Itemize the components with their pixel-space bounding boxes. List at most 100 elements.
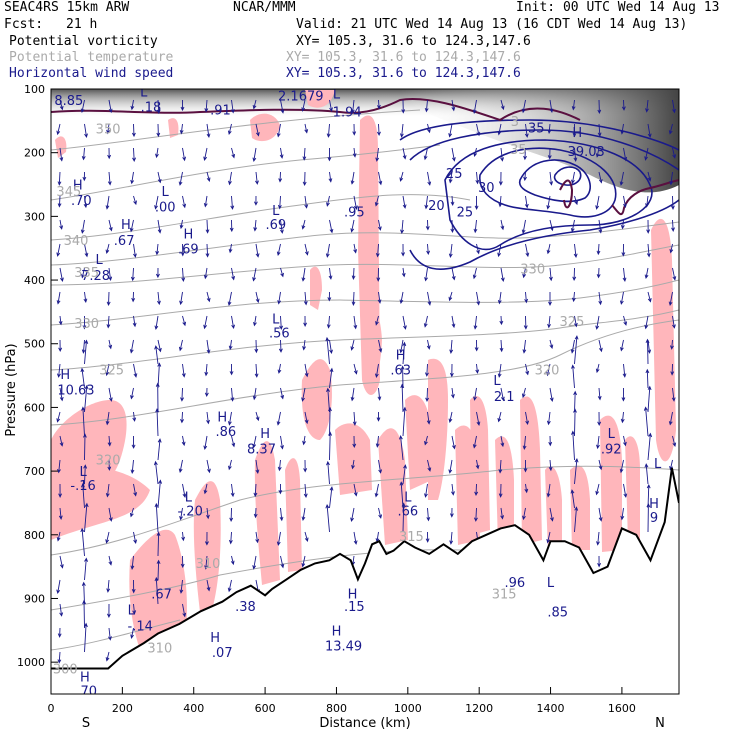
wind-vector [524, 195, 529, 209]
wind-vector [131, 435, 136, 449]
wind-vector [352, 411, 357, 426]
wind-vector [304, 531, 309, 542]
wind-vector [671, 195, 675, 210]
south-label: S [82, 716, 90, 731]
axes: 0 200 400 600 800 1000 1200 1400 1600 100 200 300 40… [17, 83, 636, 715]
extremum-label: L [185, 491, 193, 506]
extremum-label: 9 [650, 511, 658, 526]
pv-shading-regions [51, 90, 676, 650]
wind-vector [129, 507, 134, 518]
wind-vector [424, 195, 429, 210]
wind-vector [206, 339, 211, 355]
wind-vector [448, 411, 453, 424]
wind-vector [304, 243, 309, 256]
extremum-label: L [654, 457, 662, 472]
wind-vector [448, 243, 453, 259]
wind-vector [672, 99, 676, 114]
wind-vector [647, 171, 652, 182]
extremum-label: .67 [114, 234, 135, 249]
wind-vector [253, 483, 258, 498]
wind-vector [427, 459, 432, 472]
wind-vector [203, 195, 208, 208]
north-label: N [655, 716, 665, 731]
wind-vector [645, 195, 649, 208]
wind-vector [353, 363, 358, 375]
wind-vector [374, 483, 379, 498]
wind-vector [326, 123, 331, 138]
wind-vector [205, 243, 210, 258]
wind-vector [621, 243, 626, 257]
extremum-label: 39.03 [568, 145, 605, 160]
wind-vector [451, 99, 456, 112]
wind-vector [375, 531, 380, 543]
extremum-label: 7.28 [81, 269, 110, 284]
wind-vector [596, 243, 601, 256]
wind-vector [83, 291, 88, 304]
wind-vector [84, 622, 88, 653]
wind-vector [83, 433, 87, 461]
wind-vector [646, 243, 651, 258]
wind-vector [549, 99, 554, 114]
wind-vector [130, 171, 135, 185]
wind-vector [450, 195, 455, 207]
wind-vector [328, 267, 333, 280]
wind-vector [451, 147, 456, 162]
wind-vector [596, 267, 601, 279]
extremum-label: 3 [511, 115, 519, 130]
wind-vector [179, 579, 184, 594]
extremum-label: 345 [56, 185, 81, 200]
wind-vector [619, 171, 624, 186]
wind-vector [57, 627, 62, 638]
wind-vector [476, 243, 480, 255]
wind-vector [205, 219, 210, 234]
wind-vector [547, 123, 552, 135]
wind-vector [571, 291, 576, 303]
extremum-label: .56 [269, 326, 290, 341]
wind-vector [302, 339, 306, 351]
wind-vector [402, 464, 407, 485]
wind-vector [668, 291, 673, 307]
wind-vector [669, 459, 673, 471]
wind-vector [400, 365, 405, 389]
wind-vector [255, 171, 259, 185]
wind-vector [303, 459, 308, 473]
wind-vector [402, 406, 407, 437]
wind-vector [573, 315, 578, 328]
wind-vector [230, 99, 235, 114]
wind-vector [644, 267, 649, 280]
x-tick-label-600: 600 [255, 702, 276, 715]
wind-vector [178, 459, 183, 474]
wind-vector [595, 195, 600, 210]
wind-vector [546, 195, 551, 210]
wind-vector [203, 483, 208, 495]
wind-vector [252, 267, 257, 282]
wind-vector [304, 411, 309, 425]
wind-vector [597, 555, 602, 568]
wind-vector [326, 460, 330, 485]
extremum-label: H [260, 427, 270, 442]
wind-vector [157, 479, 163, 509]
wind-vector [329, 99, 333, 112]
x-tick-label-800: 800 [326, 702, 347, 715]
wind-vector [155, 408, 160, 437]
wind-vector [473, 315, 478, 330]
wind-vector [401, 243, 406, 257]
wind-vector [108, 507, 113, 522]
extremum-label: H [332, 624, 342, 639]
extremum-label: L [140, 86, 148, 101]
wind-vector [378, 507, 383, 519]
extremum-label: 35 [528, 121, 545, 136]
wind-vector [329, 367, 334, 389]
wind-vector [277, 459, 282, 472]
extremum-label: L [493, 374, 501, 389]
wind-vector [571, 99, 576, 111]
wind-vector [671, 219, 675, 232]
extremum-label: .00 [155, 200, 176, 215]
wind-vector [227, 579, 232, 593]
wind-vector [424, 267, 428, 282]
field-xy-horizontal-wind-speed: XY= 105.3, 31.6 to 124.3,147.6 [286, 66, 521, 81]
wind-vector [106, 603, 111, 619]
wind-vector [549, 387, 554, 403]
wind-vector [56, 123, 61, 136]
wind-vector [130, 99, 135, 111]
